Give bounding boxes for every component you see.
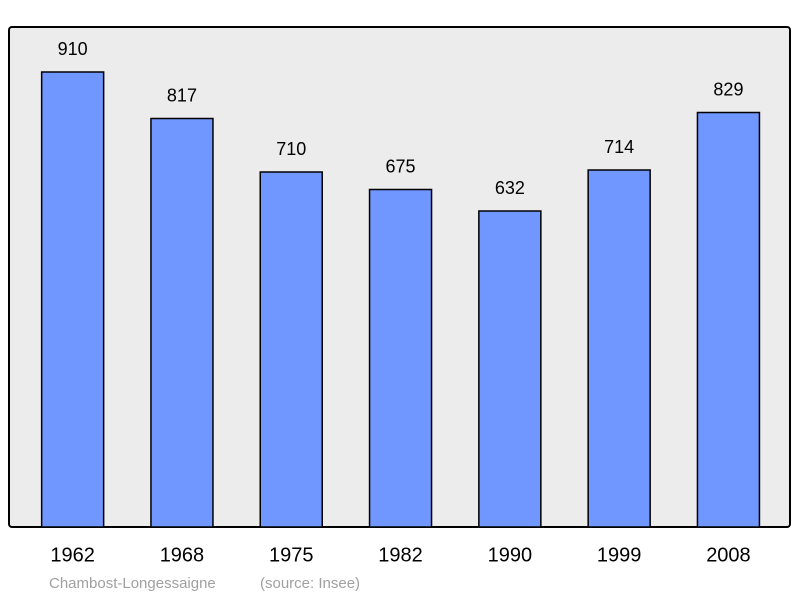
x-tick-label: 1982 bbox=[378, 544, 423, 566]
x-tick-label: 1968 bbox=[160, 544, 205, 566]
value-label: 632 bbox=[495, 178, 525, 198]
value-label: 829 bbox=[713, 79, 743, 99]
x-tick-label: 1975 bbox=[269, 544, 314, 566]
bar bbox=[259, 171, 323, 528]
bar bbox=[368, 188, 433, 528]
value-label: 675 bbox=[386, 156, 416, 176]
bar bbox=[696, 111, 761, 528]
value-label: 910 bbox=[58, 39, 88, 59]
source: (source: Insee) bbox=[260, 575, 360, 592]
value-label: 710 bbox=[276, 139, 306, 159]
bar bbox=[150, 117, 214, 528]
value-label: 817 bbox=[167, 85, 197, 105]
bar bbox=[587, 169, 651, 528]
bar bbox=[40, 71, 105, 528]
value-label: 714 bbox=[604, 137, 634, 157]
x-tick-label: 1990 bbox=[488, 544, 533, 566]
x-tick-label: 2008 bbox=[706, 544, 751, 566]
caption: Chambost-Longessaigne bbox=[49, 575, 216, 592]
x-tick-label: 1999 bbox=[597, 544, 642, 566]
x-tick-label: 1962 bbox=[50, 544, 95, 566]
bar bbox=[478, 210, 542, 528]
